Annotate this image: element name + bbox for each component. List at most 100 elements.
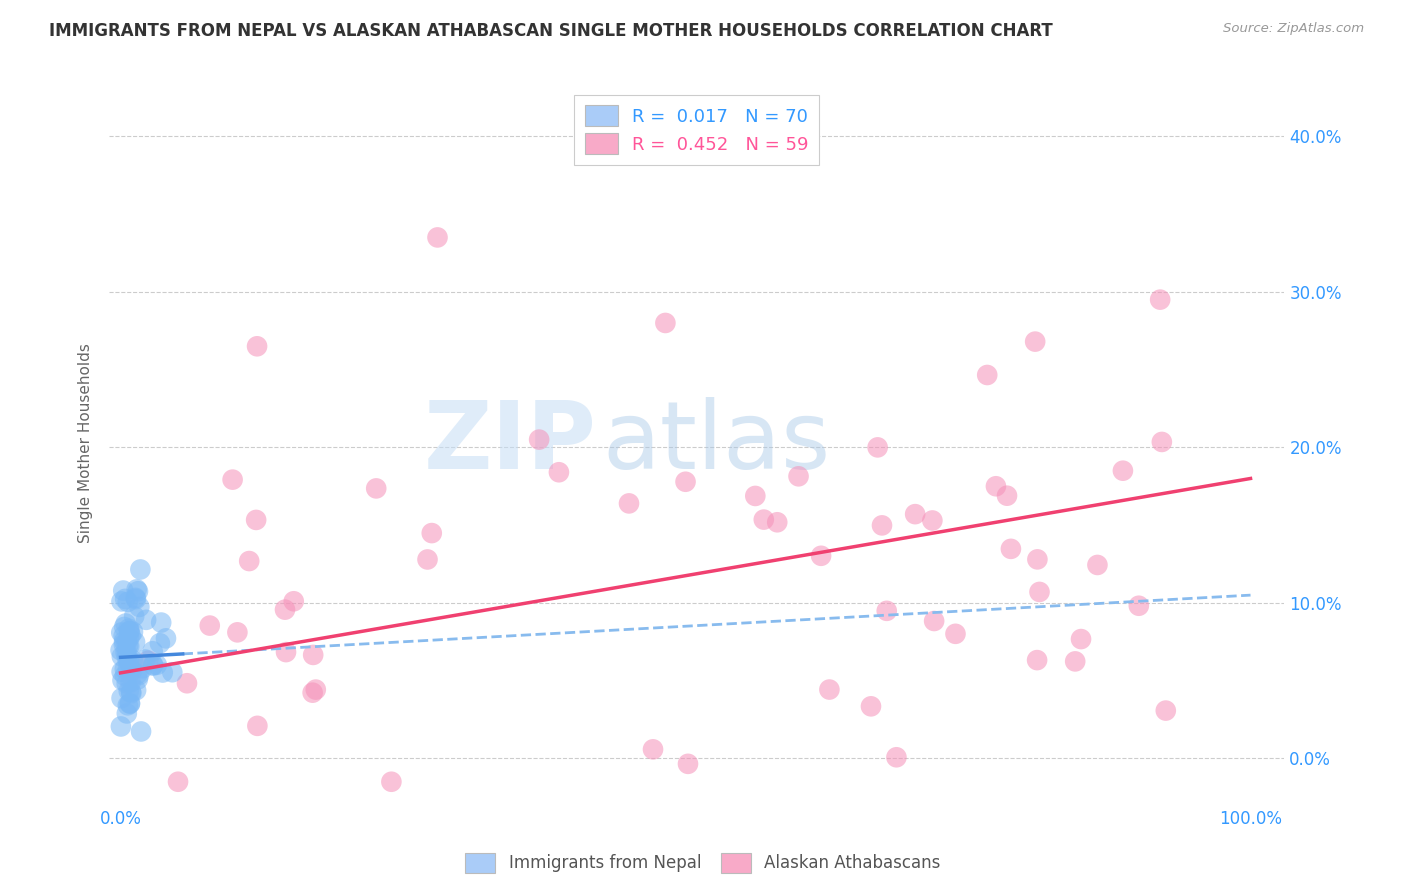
Point xyxy=(162,665,184,680)
Point xyxy=(426,230,449,244)
Point xyxy=(150,615,173,630)
Point xyxy=(1149,293,1171,307)
Point xyxy=(127,667,149,681)
Point xyxy=(121,653,143,667)
Point xyxy=(766,516,789,530)
Point xyxy=(110,643,132,657)
Point xyxy=(283,594,305,608)
Point xyxy=(115,636,138,650)
Point xyxy=(1028,585,1050,599)
Text: atlas: atlas xyxy=(603,398,831,490)
Point xyxy=(1026,552,1049,566)
Point xyxy=(120,628,142,642)
Point xyxy=(118,653,141,667)
Point xyxy=(1087,558,1109,572)
Point xyxy=(129,724,152,739)
Point xyxy=(420,526,443,541)
Point xyxy=(135,613,157,627)
Point xyxy=(117,654,139,668)
Point xyxy=(274,645,297,659)
Point xyxy=(110,625,132,640)
Point xyxy=(122,609,145,624)
Point xyxy=(149,636,172,650)
Point xyxy=(1154,704,1177,718)
Text: Source: ZipAtlas.com: Source: ZipAtlas.com xyxy=(1223,22,1364,36)
Point xyxy=(226,625,249,640)
Point xyxy=(114,616,136,631)
Point xyxy=(115,650,138,665)
Point xyxy=(110,719,132,733)
Point xyxy=(146,657,169,672)
Point xyxy=(221,473,243,487)
Point xyxy=(112,620,135,634)
Point xyxy=(114,645,136,659)
Point xyxy=(110,665,132,679)
Legend: R =  0.017   N = 70, R =  0.452   N = 59: R = 0.017 N = 70, R = 0.452 N = 59 xyxy=(574,95,820,165)
Point xyxy=(124,591,146,605)
Point xyxy=(128,668,150,682)
Point xyxy=(122,624,145,639)
Point xyxy=(617,496,640,510)
Point xyxy=(921,514,943,528)
Point xyxy=(127,673,149,687)
Point xyxy=(142,657,165,672)
Point xyxy=(120,675,142,690)
Point xyxy=(1026,653,1049,667)
Point xyxy=(246,719,269,733)
Point xyxy=(876,604,898,618)
Point xyxy=(176,676,198,690)
Point xyxy=(112,629,135,643)
Point xyxy=(810,549,832,563)
Point xyxy=(125,582,148,597)
Point xyxy=(866,441,889,455)
Point xyxy=(818,682,841,697)
Point xyxy=(305,682,328,697)
Point xyxy=(995,489,1018,503)
Point xyxy=(859,699,882,714)
Legend: Immigrants from Nepal, Alaskan Athabascans: Immigrants from Nepal, Alaskan Athabasca… xyxy=(458,847,948,880)
Point xyxy=(117,639,139,653)
Point xyxy=(111,673,134,688)
Text: ZIP: ZIP xyxy=(425,398,598,490)
Point xyxy=(120,685,142,699)
Point xyxy=(120,662,142,676)
Point xyxy=(114,591,136,606)
Point xyxy=(301,686,323,700)
Point xyxy=(167,774,190,789)
Point xyxy=(131,661,153,675)
Point xyxy=(111,649,134,664)
Point xyxy=(302,648,325,662)
Point xyxy=(118,697,141,711)
Point xyxy=(976,368,998,382)
Point xyxy=(1064,654,1087,668)
Point xyxy=(922,614,945,628)
Point xyxy=(118,624,141,639)
Point xyxy=(118,640,141,654)
Point xyxy=(118,624,141,638)
Point xyxy=(886,750,908,764)
Point xyxy=(198,618,221,632)
Point xyxy=(904,507,927,521)
Point xyxy=(110,691,132,706)
Point xyxy=(1070,632,1092,646)
Point xyxy=(112,583,135,598)
Point xyxy=(118,684,141,698)
Point xyxy=(142,658,165,673)
Point xyxy=(380,774,402,789)
Point xyxy=(245,513,267,527)
Point xyxy=(118,622,141,636)
Point xyxy=(115,676,138,690)
Point xyxy=(366,482,388,496)
Point xyxy=(120,686,142,700)
Point xyxy=(114,662,136,676)
Text: IMMIGRANTS FROM NEPAL VS ALASKAN ATHABASCAN SINGLE MOTHER HOUSEHOLDS CORRELATION: IMMIGRANTS FROM NEPAL VS ALASKAN ATHABAS… xyxy=(49,22,1053,40)
Point xyxy=(984,479,1007,493)
Point xyxy=(870,518,893,533)
Point xyxy=(125,683,148,698)
Point xyxy=(118,696,141,710)
Point xyxy=(752,513,775,527)
Point xyxy=(110,594,132,608)
Point xyxy=(1000,541,1022,556)
Point xyxy=(641,742,664,756)
Point xyxy=(117,698,139,713)
